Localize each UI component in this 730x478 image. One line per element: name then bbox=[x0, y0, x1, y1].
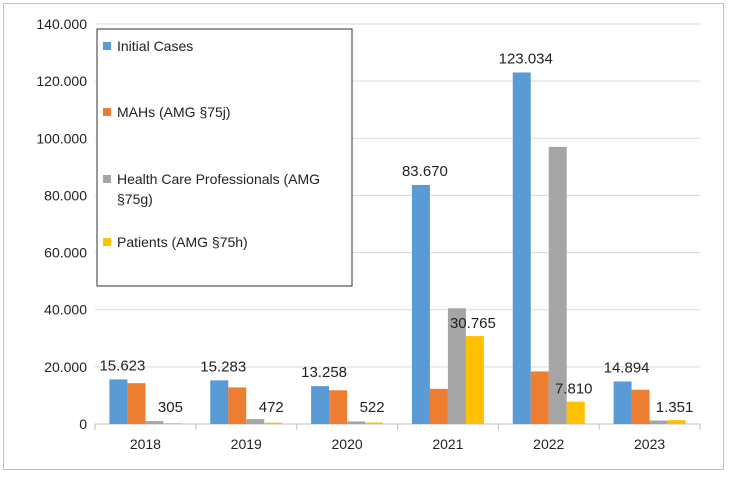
bar-2018-series-1 bbox=[109, 379, 128, 424]
y-tick-label: 100.000 bbox=[36, 130, 87, 146]
legend-swatch-2 bbox=[103, 108, 111, 116]
bar-2019-series-1 bbox=[210, 380, 229, 424]
bar-2022-series-4 bbox=[566, 401, 585, 424]
bar-2019-series-3 bbox=[246, 419, 265, 424]
x-tick-label: 2018 bbox=[130, 436, 161, 452]
legend-label-2: MAHs (AMG §75j) bbox=[117, 104, 231, 120]
x-tick-label: 2022 bbox=[533, 436, 564, 452]
bar-2019-series-2 bbox=[228, 387, 247, 424]
legend-swatch-3 bbox=[103, 175, 111, 183]
data-label: 1.351 bbox=[656, 399, 694, 416]
bar-2023-series-1 bbox=[613, 381, 632, 424]
data-label: 13.258 bbox=[301, 364, 347, 381]
bar-2020-series-2 bbox=[329, 390, 348, 424]
data-label: 522 bbox=[360, 399, 385, 416]
data-label: 83.670 bbox=[402, 163, 448, 180]
bar-2021-series-3 bbox=[447, 308, 466, 424]
bar-2018-series-3 bbox=[145, 421, 164, 424]
y-tick-label: 140.000 bbox=[36, 16, 87, 32]
bar-2018-series-2 bbox=[127, 383, 146, 424]
data-label: 305 bbox=[158, 399, 183, 416]
bar-2020-series-3 bbox=[347, 421, 366, 424]
data-label: 15.283 bbox=[200, 358, 246, 375]
data-label: 472 bbox=[259, 399, 284, 416]
data-label: 15.623 bbox=[99, 357, 145, 374]
legend-label-1: Initial Cases bbox=[117, 38, 193, 54]
bar-2019-series-4 bbox=[264, 422, 283, 424]
y-tick-label: 0 bbox=[79, 416, 87, 432]
bar-2020-series-4 bbox=[365, 422, 384, 424]
bar-2023-series-4 bbox=[667, 420, 686, 424]
y-tick-label: 120.000 bbox=[36, 73, 87, 89]
bar-2021-series-1 bbox=[411, 184, 430, 424]
x-tick-label: 2019 bbox=[231, 436, 262, 452]
bar-2022-series-1 bbox=[512, 72, 531, 424]
data-label: 7.810 bbox=[555, 381, 593, 398]
y-tick-label: 20.000 bbox=[44, 359, 87, 375]
bar-2021-series-4 bbox=[465, 336, 484, 424]
data-label: 14.894 bbox=[604, 359, 650, 376]
bar-2022-series-3 bbox=[548, 146, 567, 424]
data-label: 123.034 bbox=[499, 50, 553, 67]
legend-swatch-4 bbox=[103, 238, 111, 246]
x-tick-label: 2021 bbox=[432, 436, 463, 452]
x-tick-label: 2023 bbox=[634, 436, 665, 452]
legend-swatch-1 bbox=[103, 42, 111, 50]
bar-2023-series-2 bbox=[631, 389, 650, 424]
y-tick-label: 80.000 bbox=[44, 187, 87, 203]
data-label: 30.765 bbox=[450, 315, 496, 332]
bar-2023-series-3 bbox=[649, 420, 668, 424]
legend-label-3: Health Care Professionals (AMG §75g) bbox=[117, 171, 320, 207]
bar-2021-series-2 bbox=[429, 388, 448, 424]
y-tick-label: 60.000 bbox=[44, 245, 87, 261]
bar-2022-series-2 bbox=[530, 371, 549, 424]
bar-2020-series-1 bbox=[311, 386, 330, 424]
legend-box bbox=[96, 28, 353, 287]
x-tick-label: 2020 bbox=[332, 436, 363, 452]
y-tick-label: 40.000 bbox=[44, 302, 87, 318]
bar-2018-series-4 bbox=[163, 423, 182, 424]
legend-label-4: Patients (AMG §75h) bbox=[117, 234, 248, 250]
